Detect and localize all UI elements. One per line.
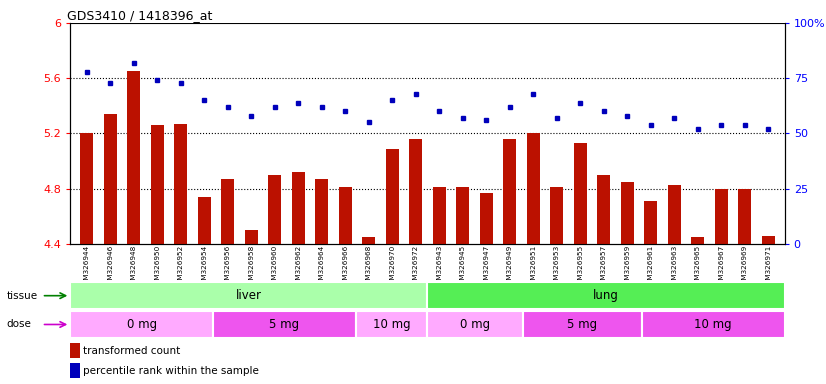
Bar (574, 143, 586, 244)
Bar (409, 139, 422, 244)
Bar (762, 235, 775, 244)
Text: percentile rank within the sample: percentile rank within the sample (83, 366, 259, 376)
Bar (268, 175, 281, 244)
Bar (197, 197, 211, 244)
Bar (213, 311, 356, 338)
Bar (738, 189, 751, 244)
Text: 5 mg: 5 mg (567, 318, 597, 331)
Bar (80, 134, 93, 244)
Bar (550, 187, 563, 244)
Bar (523, 311, 642, 338)
Bar (174, 124, 188, 244)
Bar (621, 182, 634, 244)
Bar (244, 230, 258, 244)
Text: GDS3410 / 1418396_at: GDS3410 / 1418396_at (67, 9, 212, 22)
Bar (428, 282, 785, 309)
Bar (386, 149, 399, 244)
Bar (644, 201, 657, 244)
Bar (714, 189, 728, 244)
Bar (70, 311, 213, 338)
Bar (221, 179, 234, 244)
Text: dose: dose (7, 319, 31, 329)
Text: 5 mg: 5 mg (269, 318, 300, 331)
Text: 10 mg: 10 mg (373, 318, 411, 331)
Bar (456, 187, 469, 244)
Bar (597, 175, 610, 244)
Text: 10 mg: 10 mg (695, 318, 732, 331)
Bar (356, 311, 428, 338)
Text: transformed count: transformed count (83, 346, 180, 356)
Text: tissue: tissue (7, 291, 38, 301)
Text: lung: lung (593, 289, 619, 302)
Bar (316, 179, 328, 244)
Bar (127, 71, 140, 244)
Bar (150, 125, 164, 244)
Bar (527, 134, 539, 244)
Bar (503, 139, 516, 244)
Bar (363, 237, 375, 244)
Bar (480, 193, 492, 244)
Bar (339, 187, 352, 244)
Bar (104, 114, 116, 244)
Bar (642, 311, 785, 338)
Text: 0 mg: 0 mg (126, 318, 157, 331)
Bar (667, 184, 681, 244)
Bar (292, 172, 305, 244)
Text: liver: liver (236, 289, 262, 302)
Bar (691, 237, 705, 244)
Text: 0 mg: 0 mg (460, 318, 490, 331)
Bar (428, 311, 523, 338)
Bar (433, 187, 446, 244)
Bar (70, 282, 428, 309)
